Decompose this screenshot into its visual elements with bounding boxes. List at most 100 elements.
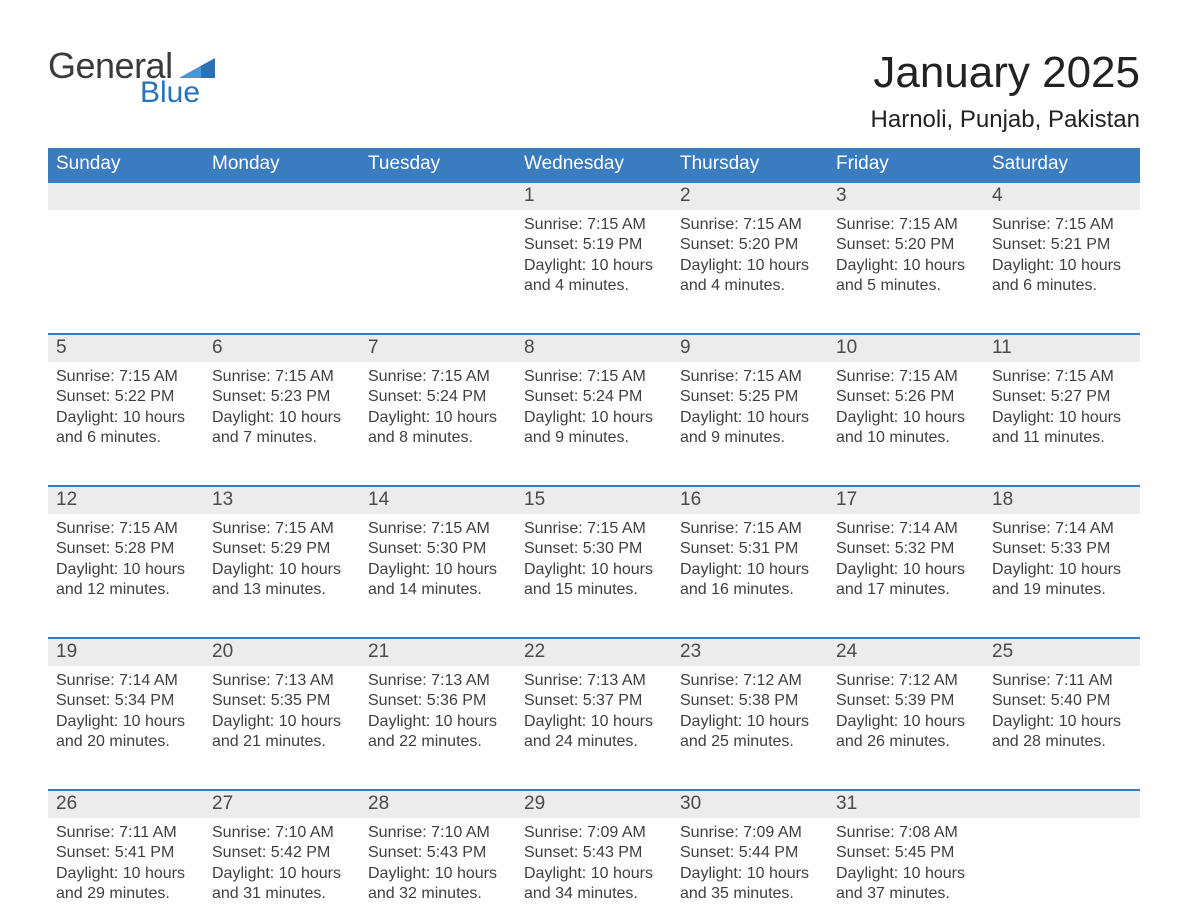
daylight-text-1: Daylight: 10 hours xyxy=(680,712,820,732)
day-number-cell xyxy=(360,182,516,210)
day-number-cell: 29 xyxy=(516,790,672,818)
daylight-text-2: and 34 minutes. xyxy=(524,884,664,904)
daylight-text-2: and 5 minutes. xyxy=(836,276,976,296)
sunrise-text: Sunrise: 7:12 AM xyxy=(836,671,976,691)
day-number-cell: 23 xyxy=(672,638,828,666)
daylight-text-1: Daylight: 10 hours xyxy=(992,408,1132,428)
daylight-text-2: and 12 minutes. xyxy=(56,580,196,600)
daylight-text-2: and 7 minutes. xyxy=(212,428,352,448)
daylight-text-1: Daylight: 10 hours xyxy=(524,560,664,580)
day-detail-cell: Sunrise: 7:10 AMSunset: 5:43 PMDaylight:… xyxy=(360,818,516,921)
day-detail-row: Sunrise: 7:15 AMSunset: 5:28 PMDaylight:… xyxy=(48,514,1140,638)
sunset-text: Sunset: 5:43 PM xyxy=(368,843,508,863)
daylight-text-1: Daylight: 10 hours xyxy=(212,864,352,884)
day-number-cell xyxy=(984,790,1140,818)
sunrise-text: Sunrise: 7:15 AM xyxy=(368,519,508,539)
day-number-cell: 9 xyxy=(672,334,828,362)
day-number-cell: 31 xyxy=(828,790,984,818)
daylight-text-2: and 24 minutes. xyxy=(524,732,664,752)
calendar-page: General Blue January 2025 Harnoli, Punja… xyxy=(0,0,1188,921)
day-detail-cell xyxy=(48,210,204,334)
sunrise-text: Sunrise: 7:15 AM xyxy=(524,367,664,387)
daylight-text-2: and 4 minutes. xyxy=(524,276,664,296)
sunrise-text: Sunrise: 7:15 AM xyxy=(524,215,664,235)
sunrise-text: Sunrise: 7:08 AM xyxy=(836,823,976,843)
sunrise-text: Sunrise: 7:15 AM xyxy=(524,519,664,539)
daylight-text-1: Daylight: 10 hours xyxy=(368,864,508,884)
sunrise-text: Sunrise: 7:09 AM xyxy=(524,823,664,843)
sunrise-text: Sunrise: 7:15 AM xyxy=(56,367,196,387)
daylight-text-2: and 14 minutes. xyxy=(368,580,508,600)
day-detail-cell: Sunrise: 7:08 AMSunset: 5:45 PMDaylight:… xyxy=(828,818,984,921)
daylight-text-2: and 26 minutes. xyxy=(836,732,976,752)
day-detail-row: Sunrise: 7:15 AMSunset: 5:22 PMDaylight:… xyxy=(48,362,1140,486)
daylight-text-1: Daylight: 10 hours xyxy=(212,408,352,428)
daylight-text-2: and 21 minutes. xyxy=(212,732,352,752)
month-title: January 2025 xyxy=(871,48,1140,98)
day-number-cell: 12 xyxy=(48,486,204,514)
sunset-text: Sunset: 5:30 PM xyxy=(524,539,664,559)
day-detail-cell: Sunrise: 7:13 AMSunset: 5:35 PMDaylight:… xyxy=(204,666,360,790)
day-number-row: 567891011 xyxy=(48,334,1140,362)
weekday-header: Wednesday xyxy=(516,148,672,182)
sunset-text: Sunset: 5:21 PM xyxy=(992,235,1132,255)
sunset-text: Sunset: 5:41 PM xyxy=(56,843,196,863)
sunset-text: Sunset: 5:27 PM xyxy=(992,387,1132,407)
day-number-cell: 17 xyxy=(828,486,984,514)
daylight-text-2: and 25 minutes. xyxy=(680,732,820,752)
daylight-text-1: Daylight: 10 hours xyxy=(836,712,976,732)
day-number-row: 262728293031 xyxy=(48,790,1140,818)
sunrise-text: Sunrise: 7:15 AM xyxy=(836,215,976,235)
sunrise-text: Sunrise: 7:13 AM xyxy=(368,671,508,691)
sunrise-text: Sunrise: 7:15 AM xyxy=(992,367,1132,387)
daylight-text-1: Daylight: 10 hours xyxy=(680,560,820,580)
sunset-text: Sunset: 5:24 PM xyxy=(524,387,664,407)
sunset-text: Sunset: 5:36 PM xyxy=(368,691,508,711)
day-number-cell: 7 xyxy=(360,334,516,362)
day-number-cell: 10 xyxy=(828,334,984,362)
daylight-text-1: Daylight: 10 hours xyxy=(836,408,976,428)
day-detail-cell: Sunrise: 7:15 AMSunset: 5:28 PMDaylight:… xyxy=(48,514,204,638)
sunset-text: Sunset: 5:43 PM xyxy=(524,843,664,863)
day-detail-cell: Sunrise: 7:11 AMSunset: 5:40 PMDaylight:… xyxy=(984,666,1140,790)
day-detail-cell: Sunrise: 7:12 AMSunset: 5:39 PMDaylight:… xyxy=(828,666,984,790)
day-detail-cell: Sunrise: 7:15 AMSunset: 5:30 PMDaylight:… xyxy=(360,514,516,638)
day-number-cell: 11 xyxy=(984,334,1140,362)
weekday-header: Tuesday xyxy=(360,148,516,182)
day-detail-cell: Sunrise: 7:15 AMSunset: 5:31 PMDaylight:… xyxy=(672,514,828,638)
daylight-text-1: Daylight: 10 hours xyxy=(56,408,196,428)
day-number-cell: 25 xyxy=(984,638,1140,666)
day-detail-cell: Sunrise: 7:13 AMSunset: 5:36 PMDaylight:… xyxy=(360,666,516,790)
day-number-cell: 24 xyxy=(828,638,984,666)
weekday-header: Sunday xyxy=(48,148,204,182)
day-detail-row: Sunrise: 7:15 AMSunset: 5:19 PMDaylight:… xyxy=(48,210,1140,334)
sunset-text: Sunset: 5:32 PM xyxy=(836,539,976,559)
daylight-text-1: Daylight: 10 hours xyxy=(680,408,820,428)
daylight-text-2: and 31 minutes. xyxy=(212,884,352,904)
sunset-text: Sunset: 5:26 PM xyxy=(836,387,976,407)
daylight-text-1: Daylight: 10 hours xyxy=(680,256,820,276)
sunrise-text: Sunrise: 7:15 AM xyxy=(680,367,820,387)
day-detail-cell: Sunrise: 7:15 AMSunset: 5:20 PMDaylight:… xyxy=(828,210,984,334)
daylight-text-2: and 13 minutes. xyxy=(212,580,352,600)
brand-word-2: Blue xyxy=(140,78,215,108)
day-number-cell: 19 xyxy=(48,638,204,666)
sunset-text: Sunset: 5:40 PM xyxy=(992,691,1132,711)
sunrise-text: Sunrise: 7:14 AM xyxy=(836,519,976,539)
sunset-text: Sunset: 5:29 PM xyxy=(212,539,352,559)
daylight-text-2: and 22 minutes. xyxy=(368,732,508,752)
daylight-text-2: and 15 minutes. xyxy=(524,580,664,600)
day-detail-cell: Sunrise: 7:10 AMSunset: 5:42 PMDaylight:… xyxy=(204,818,360,921)
daylight-text-2: and 9 minutes. xyxy=(524,428,664,448)
sunset-text: Sunset: 5:39 PM xyxy=(836,691,976,711)
sunset-text: Sunset: 5:30 PM xyxy=(368,539,508,559)
day-number-cell: 16 xyxy=(672,486,828,514)
day-number-cell: 27 xyxy=(204,790,360,818)
weekday-header-row: Sunday Monday Tuesday Wednesday Thursday… xyxy=(48,148,1140,182)
day-number-cell: 4 xyxy=(984,182,1140,210)
daylight-text-1: Daylight: 10 hours xyxy=(836,560,976,580)
daylight-text-1: Daylight: 10 hours xyxy=(992,712,1132,732)
day-number-cell xyxy=(48,182,204,210)
day-detail-cell: Sunrise: 7:15 AMSunset: 5:24 PMDaylight:… xyxy=(516,362,672,486)
day-detail-cell: Sunrise: 7:15 AMSunset: 5:21 PMDaylight:… xyxy=(984,210,1140,334)
